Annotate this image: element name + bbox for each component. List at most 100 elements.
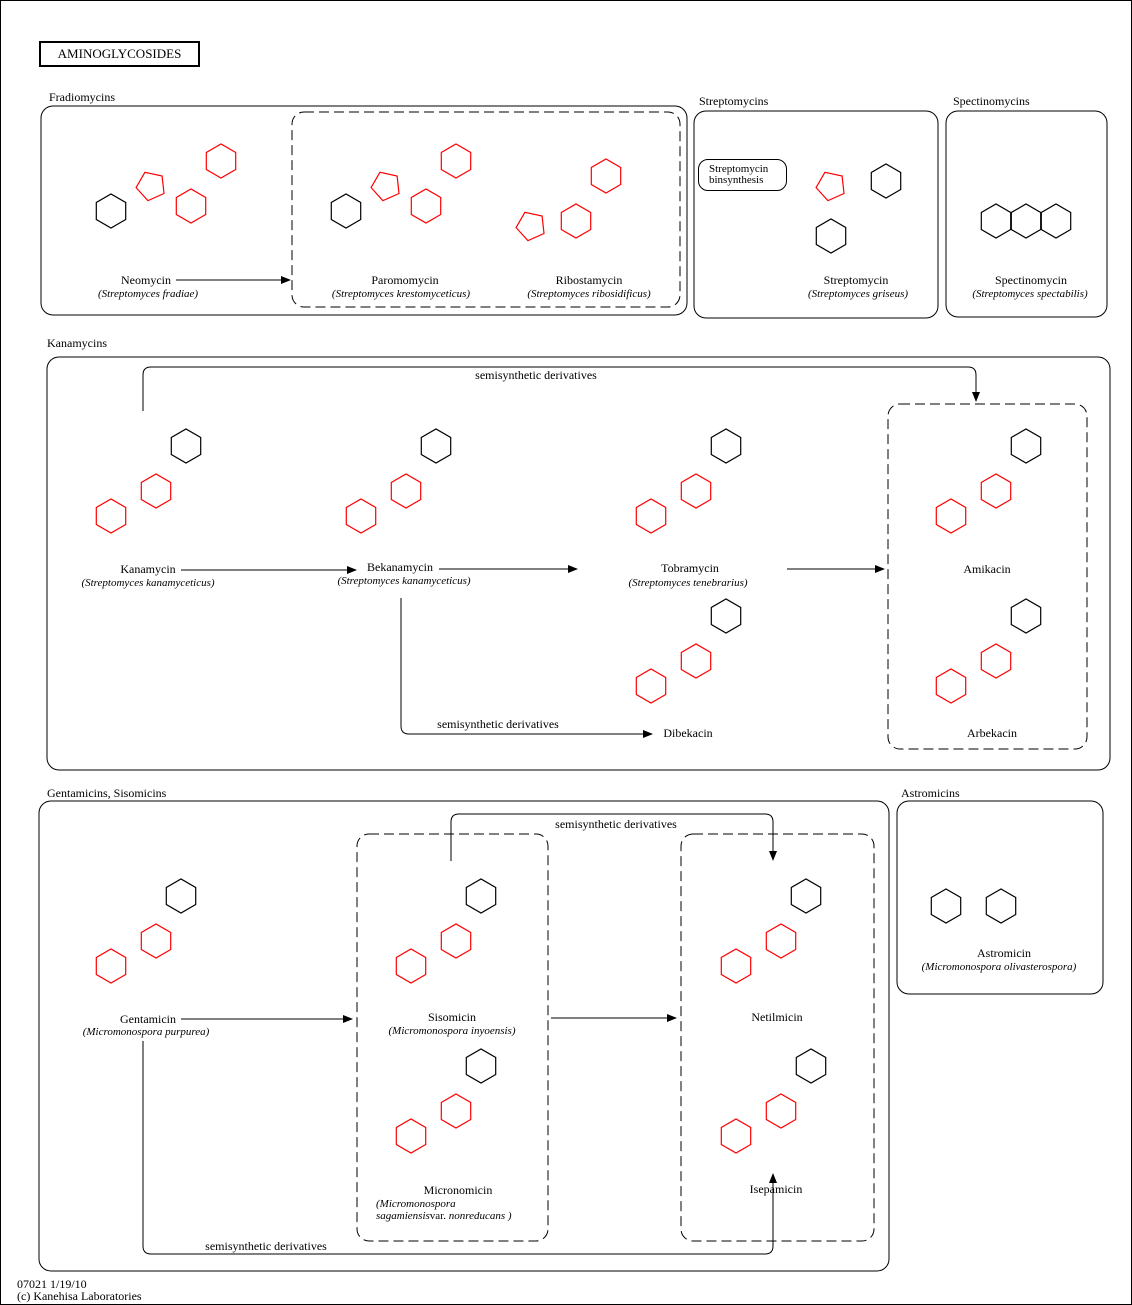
compound-neomycin[interactable]: Neomycin (121, 273, 171, 287)
compound-netilmicin[interactable]: Netilmicin (751, 1010, 803, 1024)
compound-gentamicin[interactable]: Gentamicin (120, 1012, 176, 1026)
arbekacin-structure (1010, 598, 1042, 634)
compound-dibekacin[interactable]: Dibekacin (663, 726, 713, 740)
kanamycin-structure (140, 473, 172, 509)
micronomicin-structure (465, 1048, 497, 1084)
isepamicin-structure (795, 1048, 827, 1084)
organism-species: sagamiensis (376, 1210, 430, 1222)
arrow-sisomicin-semisynthetic (450, 813, 777, 861)
tobramycin-structure (710, 428, 742, 464)
gentamicin-structure (165, 878, 197, 914)
isepamicin-structure (765, 1093, 797, 1129)
arrow-bekanamycin-to-dibekacin (400, 598, 653, 738)
organism-sisomicin: (Micromonospora inyoensis) (388, 1025, 516, 1037)
netilmicin-structure (720, 948, 752, 984)
streptomycin-structure (815, 218, 847, 254)
astromicin-structure (930, 888, 962, 924)
paromomycin-structure (440, 143, 472, 179)
semisynthetic-label: semisynthetic derivatives (475, 368, 597, 382)
neomycin-structure (95, 193, 127, 229)
organism-bekanamycin: (Streptomyces kanamyceticus) (337, 575, 471, 587)
compound-micronomicin[interactable]: Micronomicin (423, 1183, 493, 1197)
tobramycin-structure (635, 498, 667, 534)
ribostamycin-structure (560, 203, 592, 239)
compound-paromomycin[interactable]: Paromomycin (371, 273, 439, 287)
streptomycin-structure (870, 163, 902, 199)
semisynthetic-label: semisynthetic derivatives (437, 717, 559, 731)
fradiomycins-derivatives-box (291, 111, 681, 308)
compound-amikacin[interactable]: Amikacin (963, 562, 1011, 576)
organism-kanamycin: (Streptomyces kanamyceticus) (81, 577, 215, 589)
paromomycin-structure (370, 171, 400, 202)
group-label-astromicins: Astromicins (901, 786, 960, 800)
compound-tobramycin[interactable]: Tobramycin (661, 561, 719, 575)
spectinomycin-structure (1040, 203, 1072, 239)
sisomicin-structure (395, 948, 427, 984)
map-title: AMINOGLYCOSIDES (39, 41, 200, 67)
organism-tobramycin: (Streptomyces tenebrarius) (628, 577, 748, 589)
netilmicin-structure (765, 923, 797, 959)
kanamycins-box (46, 356, 1111, 771)
amikacin-structure (1010, 428, 1042, 464)
sisomicin-group-box (356, 833, 549, 1242)
bekanamycin-structure (345, 498, 377, 534)
amikacin-structure (935, 498, 967, 534)
micronomicin-structure (395, 1118, 427, 1154)
bekanamycin-structure (420, 428, 452, 464)
compound-kanamycin[interactable]: Kanamycin (120, 562, 176, 576)
structures (95, 143, 1072, 1154)
compound-astromicin[interactable]: Astromicin (977, 946, 1031, 960)
organism-spectinomycin: (Streptomyces spectabilis) (972, 288, 1088, 300)
compound-arbekacin[interactable]: Arbekacin (967, 726, 1017, 740)
organism-neomycin: (Streptomyces fradiae) (97, 288, 199, 300)
organism-gentamicin: (Micromonospora purpurea) (82, 1026, 210, 1038)
streptomycin-structure (815, 171, 845, 202)
organism-ribostamycin: (Streptomyces ribosidificus) (527, 288, 651, 300)
compound-isepamicin[interactable]: Isepamicin (749, 1182, 803, 1196)
ribostamycin-structure (590, 158, 622, 194)
neomycin-structure (175, 188, 207, 224)
arrow-kanamycin-semisynthetic (142, 366, 980, 411)
sisomicin-structure (440, 923, 472, 959)
gentamicin-structure (140, 923, 172, 959)
astromicin-structure (985, 888, 1017, 924)
neomycin-structure (135, 171, 165, 202)
group-label-gentamicins: Gentamicins, Sisomicins (47, 786, 167, 800)
ribostamycin-structure (515, 211, 545, 242)
kanamycin-structure (95, 498, 127, 534)
arrow-gentamicin-to-isepamicin (142, 1041, 777, 1255)
fradiomycins-box (40, 105, 688, 316)
neomycin-structure (205, 143, 237, 179)
organism-paromomycin: (Streptomyces krestomyceticus) (331, 288, 471, 300)
amikacin-structure (980, 473, 1012, 509)
organism-variety: nonreducans ) (445, 1210, 512, 1222)
dibekacin-structure (710, 598, 742, 634)
streptomycin-biosynthesis-link[interactable]: Streptomycin binsynthesis (698, 159, 787, 191)
compound-bekanamycin[interactable]: Bekanamycin (367, 560, 433, 574)
compound-spectinomycin[interactable]: Spectinomycin (995, 273, 1067, 287)
gentamicin-structure (95, 948, 127, 984)
spectinomycins-box (945, 110, 1108, 318)
paromomycin-structure (410, 188, 442, 224)
compound-sisomicin[interactable]: Sisomicin (427, 1010, 477, 1024)
isepamicin-structure (720, 1118, 752, 1154)
copyright: (c) Kanehisa Laboratories (17, 1289, 142, 1303)
semisynthetic-label: semisynthetic derivatives (205, 1239, 327, 1253)
compound-streptomycin[interactable]: Streptomycin (823, 273, 889, 287)
arbekacin-structure (935, 668, 967, 704)
kanamycins-derivatives-box (887, 403, 1088, 750)
group-label-kanamycins: Kanamycins (47, 336, 107, 350)
dibekacin-structure (635, 668, 667, 704)
group-label-spectinomycins: Spectinomycins (953, 94, 1030, 108)
gentamicins-box (38, 800, 890, 1272)
compound-ribostamycin[interactable]: Ribostamycin (555, 273, 623, 287)
spectinomycin-structure (980, 203, 1012, 239)
micronomicin-structure (440, 1093, 472, 1129)
netilmicin-group-box (680, 833, 875, 1242)
kanamycin-structure (170, 428, 202, 464)
spectinomycin-structure (1010, 203, 1042, 239)
paromomycin-structure (330, 193, 362, 229)
map-id-date: 07021 1/19/10 (17, 1277, 87, 1291)
